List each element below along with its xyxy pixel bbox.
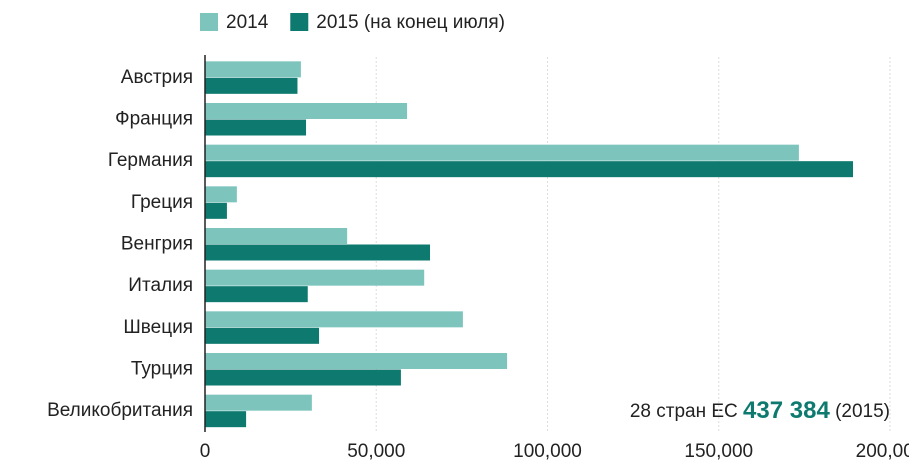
- bar: [205, 369, 401, 386]
- bar: [205, 394, 312, 411]
- bar: [205, 244, 431, 261]
- annotation: 28 стран ЕС 437 384 (2015): [630, 397, 890, 424]
- bar: [205, 119, 307, 136]
- y-tick-label: Греция: [131, 192, 193, 213]
- y-tick-label: Великобритания: [47, 400, 193, 421]
- y-tick-label: Италия: [128, 275, 193, 296]
- y-tick-label: Германия: [108, 150, 193, 171]
- bar: [205, 327, 320, 344]
- legend-label: 2015 (на конец июля): [316, 12, 505, 33]
- y-tick-label: Швеция: [123, 317, 193, 338]
- y-tick-label: Франция: [115, 109, 193, 130]
- bar: [205, 77, 298, 94]
- x-tick-label: 50,000: [347, 441, 405, 462]
- x-tick-label: 150,000: [684, 441, 753, 462]
- bar: [205, 269, 425, 286]
- bar: [205, 228, 348, 244]
- legend-label: 2014: [226, 12, 269, 33]
- bar: [205, 286, 308, 303]
- bar: [205, 103, 408, 119]
- x-tick-label: 0: [200, 441, 211, 462]
- annotation-value: 437 384: [743, 397, 830, 424]
- annotation-suffix: (2015): [835, 401, 890, 422]
- y-tick-label: Венгрия: [121, 234, 193, 255]
- legend-swatch: [290, 13, 309, 31]
- bar: [205, 186, 237, 203]
- bar: [205, 202, 227, 219]
- bar: [205, 161, 854, 178]
- bar: [205, 411, 247, 428]
- annotation-prefix: 28 стран ЕС: [630, 401, 738, 422]
- bar: [205, 353, 508, 369]
- bar: [205, 61, 301, 78]
- x-tick-label: 200,000: [856, 441, 909, 462]
- x-tick-label: 100,000: [513, 441, 582, 462]
- legend-swatch: [200, 13, 218, 31]
- y-tick-label: Турция: [131, 359, 193, 380]
- y-tick-label: Австрия: [121, 67, 193, 88]
- bar: [205, 311, 463, 328]
- bar: [205, 144, 799, 161]
